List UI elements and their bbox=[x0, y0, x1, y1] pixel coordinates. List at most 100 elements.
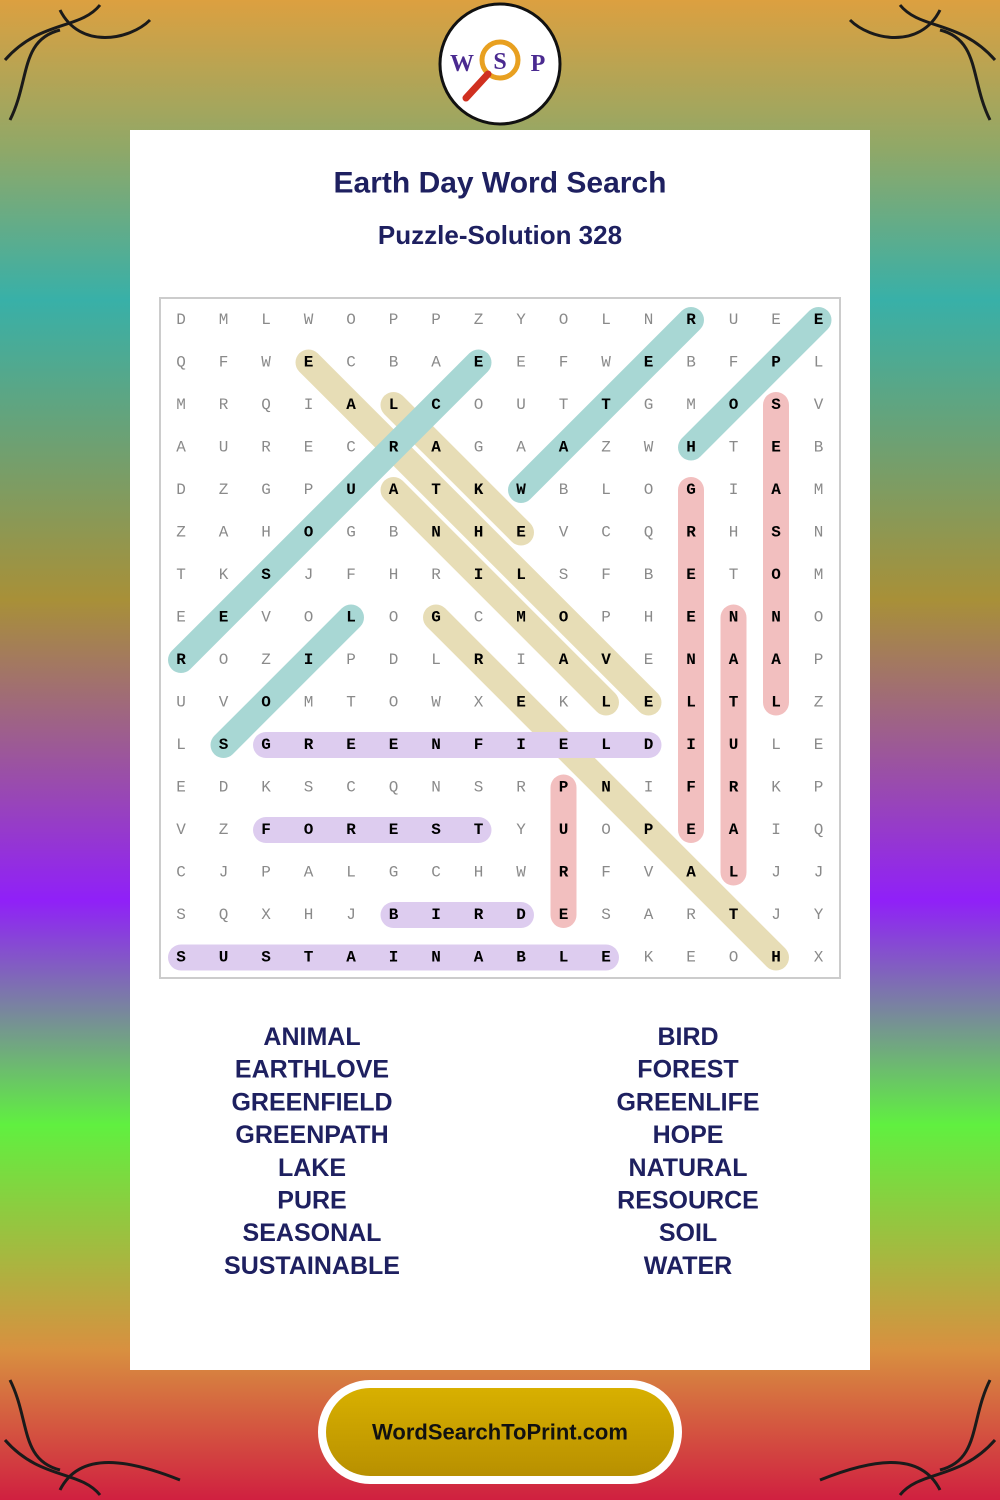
logo-handle bbox=[462, 70, 492, 102]
grid-letter: Q bbox=[261, 396, 271, 414]
grid-letter: R bbox=[474, 651, 484, 669]
grid-letter: O bbox=[814, 609, 824, 627]
grid-letter: F bbox=[559, 354, 569, 372]
grid-letter: Q bbox=[644, 524, 654, 542]
grid-letter: E bbox=[516, 694, 526, 712]
grid-letter: J bbox=[771, 906, 781, 924]
grid-letter: C bbox=[431, 864, 441, 882]
word: FOREST bbox=[637, 1056, 738, 1084]
logo-letter: P bbox=[531, 51, 546, 77]
grid-letter: R bbox=[686, 311, 696, 329]
grid-letter: A bbox=[686, 864, 696, 882]
grid-letter: J bbox=[771, 864, 781, 882]
grid-letter: V bbox=[559, 524, 569, 542]
grid-letter: O bbox=[261, 694, 271, 712]
grid-letter: T bbox=[729, 566, 739, 584]
grid-letter: P bbox=[814, 651, 824, 669]
grid-letter: S bbox=[771, 524, 781, 542]
grid-letter: E bbox=[686, 566, 696, 584]
highlights bbox=[168, 307, 832, 971]
grid-letter: B bbox=[389, 524, 399, 542]
grid-letter: L bbox=[516, 566, 526, 584]
word: PURE bbox=[277, 1187, 346, 1215]
grid-letter: C bbox=[431, 396, 441, 414]
grid-letter: U bbox=[559, 821, 569, 839]
grid-letter: U bbox=[729, 311, 739, 329]
grid-letter: F bbox=[261, 821, 271, 839]
footer-pill bbox=[326, 1388, 674, 1476]
highlight bbox=[168, 349, 492, 673]
grid-letter: H bbox=[389, 566, 399, 584]
grid-letter: U bbox=[176, 694, 186, 712]
grid-letter: T bbox=[176, 566, 186, 584]
grid-letter: I bbox=[516, 736, 526, 754]
grid-letter: O bbox=[729, 949, 739, 967]
grid-letter: H bbox=[771, 949, 781, 967]
grid-letter: A bbox=[346, 949, 356, 967]
grid-letter: U bbox=[219, 439, 229, 457]
grid-letter: A bbox=[219, 524, 229, 542]
grid-letter: L bbox=[771, 694, 781, 712]
grid-letter: R bbox=[686, 524, 696, 542]
grid-letter: N bbox=[644, 311, 654, 329]
grid-letter: F bbox=[346, 566, 356, 584]
grid-letter: R bbox=[261, 439, 271, 457]
grid-letter: D bbox=[176, 481, 186, 499]
grid-letter: D bbox=[219, 779, 229, 797]
grid-letter: J bbox=[304, 566, 314, 584]
highlight bbox=[210, 604, 364, 758]
grid-letter: N bbox=[431, 779, 441, 797]
grid-letter: V bbox=[644, 864, 654, 882]
logo-letter: S bbox=[493, 49, 506, 75]
grid-letter: J bbox=[814, 864, 824, 882]
grid-letter: F bbox=[686, 779, 696, 797]
grid-letter: A bbox=[729, 651, 739, 669]
grid-letter: T bbox=[729, 694, 739, 712]
highlight bbox=[508, 307, 704, 503]
grid-letter: P bbox=[304, 481, 314, 499]
grid-letter: S bbox=[601, 906, 611, 924]
grid-letter: L bbox=[261, 311, 271, 329]
grid-letter: S bbox=[431, 821, 441, 839]
grid-letter: D bbox=[516, 906, 526, 924]
grid-letter: M bbox=[516, 609, 526, 627]
grid-letter: E bbox=[389, 821, 399, 839]
grid-letter: E bbox=[686, 609, 696, 627]
grid-letter: O bbox=[304, 821, 314, 839]
grid-letter: A bbox=[431, 439, 441, 457]
grid-letter: I bbox=[389, 949, 399, 967]
grid-letter: B bbox=[559, 481, 569, 499]
grid-letter: C bbox=[346, 354, 356, 372]
grid-letter: B bbox=[516, 949, 526, 967]
grid-letter: I bbox=[474, 566, 484, 584]
grid-letter: C bbox=[346, 779, 356, 797]
grid-letter: B bbox=[644, 566, 654, 584]
grid-letter: P bbox=[814, 779, 824, 797]
grid-letter: A bbox=[346, 396, 356, 414]
word: RESOURCE bbox=[617, 1187, 759, 1215]
grid-letter: E bbox=[516, 524, 526, 542]
grid-letter: A bbox=[559, 651, 569, 669]
grid-letter: R bbox=[431, 566, 441, 584]
word: GREENLIFE bbox=[616, 1088, 759, 1116]
letter-grid: D M L W O P P Z Y O L N R U E E Q F W E C B A E E F W E B F P L M R Q I A L C O… bbox=[176, 311, 824, 967]
grid-letter: P bbox=[346, 651, 356, 669]
grid-letter: B bbox=[389, 906, 399, 924]
footer-site: WordSearchToPrint.com bbox=[372, 1420, 628, 1445]
grid-letter: N bbox=[814, 524, 824, 542]
grid-letter: R bbox=[729, 779, 739, 797]
grid-letter: W bbox=[304, 311, 314, 329]
grid-letter: T bbox=[431, 481, 441, 499]
grid-letter: L bbox=[601, 736, 611, 754]
grid-letter: G bbox=[474, 439, 484, 457]
grid-letter: E bbox=[686, 821, 696, 839]
grid-letter: N bbox=[431, 524, 441, 542]
grid-letter: K bbox=[474, 481, 484, 499]
grid-letter: T bbox=[729, 906, 739, 924]
grid-letter: G bbox=[431, 609, 441, 627]
grid-letter: F bbox=[601, 566, 611, 584]
grid-letter: X bbox=[474, 694, 484, 712]
grid-letter: M bbox=[304, 694, 314, 712]
